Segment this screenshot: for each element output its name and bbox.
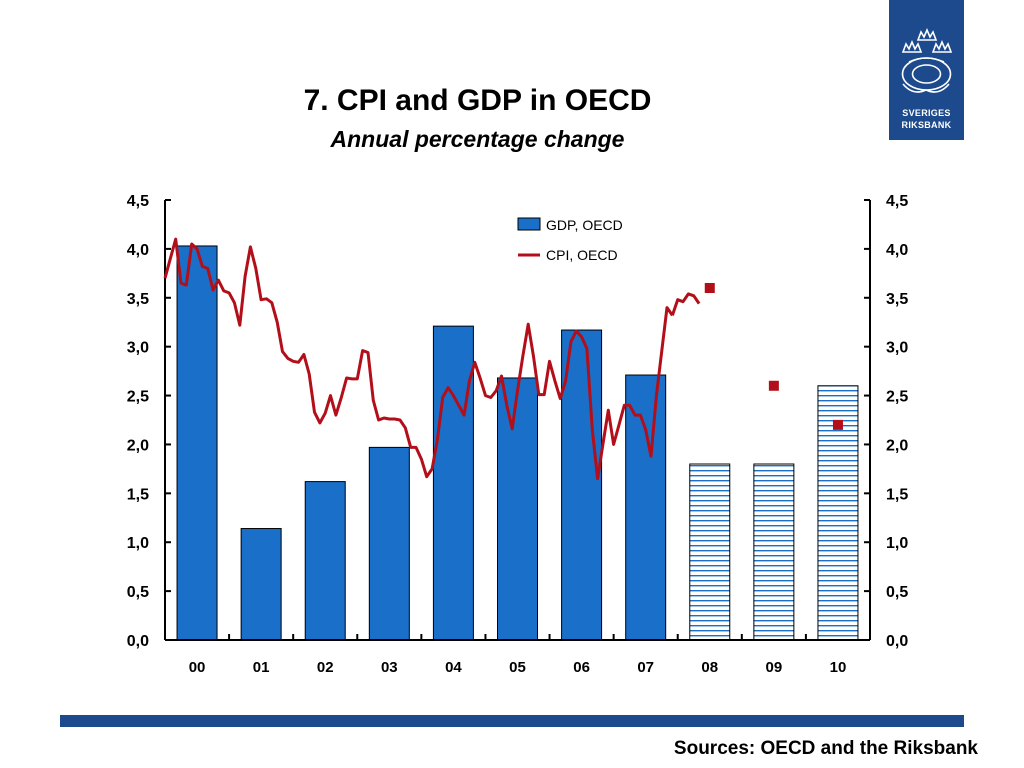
y-tick-label-left: 0,0 xyxy=(127,633,149,650)
gdp-bar xyxy=(176,245,218,641)
chart-title: 7. CPI and GDP in OECD xyxy=(303,84,652,117)
gdp-bar xyxy=(240,528,282,641)
crown-emblem-icon xyxy=(901,27,953,93)
legend-cpi-label: CPI, OECD xyxy=(546,247,618,263)
y-tick-label-right: 1,5 xyxy=(886,486,908,503)
y-tick-label-right: 1,0 xyxy=(886,535,908,552)
y-tick-label-left: 2,0 xyxy=(127,437,149,454)
x-tick-label: 10 xyxy=(830,659,847,676)
x-tick-label: 01 xyxy=(253,659,270,676)
y-tick-label-right: 2,5 xyxy=(886,389,908,406)
gdp-bar xyxy=(625,374,667,641)
y-tick-label-left: 0,5 xyxy=(127,584,149,601)
y-tick-label-left: 4,5 xyxy=(127,193,149,210)
cpi-line-recent xyxy=(670,292,701,316)
y-tick-label-left: 3,0 xyxy=(127,340,149,357)
gdp-bar xyxy=(304,481,346,641)
logo-line-2: RIKSBANK xyxy=(901,120,952,130)
y-tick-label-right: 4,5 xyxy=(886,193,908,210)
gdp-forecast-bar xyxy=(689,463,731,641)
chart-subtitle: Annual percentage change xyxy=(330,126,625,152)
x-tick-label: 05 xyxy=(509,659,526,676)
cpi-forecast-marker xyxy=(768,380,779,391)
y-tick-label-right: 3,5 xyxy=(886,291,908,308)
logo-line-1: SVERIGES xyxy=(902,108,951,118)
y-tick-label-left: 2,5 xyxy=(127,389,149,406)
legend-gdp-swatch xyxy=(517,217,541,231)
y-tick-label-right: 0,5 xyxy=(886,584,908,601)
x-tick-label: 08 xyxy=(701,659,718,676)
gdp-bar xyxy=(368,446,410,641)
gdp-bar xyxy=(497,377,538,641)
legend-gdp-label: GDP, OECD xyxy=(546,217,623,233)
cpi-forecast-marker xyxy=(832,419,843,430)
cpi-gdp-chart: 0,0 0,0 0,5 0,5 1,0 1,0 1,5 1,5 2,0 2,0 2,5 2,5 3,0 3… xyxy=(127,193,909,676)
x-tick-label: 02 xyxy=(317,659,334,676)
y-tick-label-left: 1,0 xyxy=(127,535,149,552)
riksbank-logo: SVERIGES RIKSBANK xyxy=(889,0,964,140)
source-note: Sources: OECD and the Riksbank xyxy=(673,738,978,759)
x-tick-label: 06 xyxy=(573,659,590,676)
y-tick-label-right: 3,0 xyxy=(886,340,908,357)
x-tick-label: 09 xyxy=(766,659,783,676)
y-tick-label-left: 4,0 xyxy=(127,242,149,259)
x-tick-label: 03 xyxy=(381,659,398,676)
y-tick-label-right: 0,0 xyxy=(886,633,908,650)
cpi-line xyxy=(163,237,674,481)
gdp-bar xyxy=(432,325,474,641)
cpi-forecast-marker xyxy=(704,283,715,293)
gdp-forecast-bar xyxy=(753,463,795,641)
footer-bar xyxy=(60,715,964,727)
y-tick-label-right: 4,0 xyxy=(886,242,908,259)
y-tick-label-right: 2,0 xyxy=(886,437,908,454)
x-tick-label: 07 xyxy=(637,659,654,676)
x-tick-label: 04 xyxy=(445,659,462,676)
y-tick-label-left: 3,5 xyxy=(127,291,149,308)
y-tick-label-left: 1,5 xyxy=(127,486,149,503)
x-tick-label: 00 xyxy=(189,659,206,676)
